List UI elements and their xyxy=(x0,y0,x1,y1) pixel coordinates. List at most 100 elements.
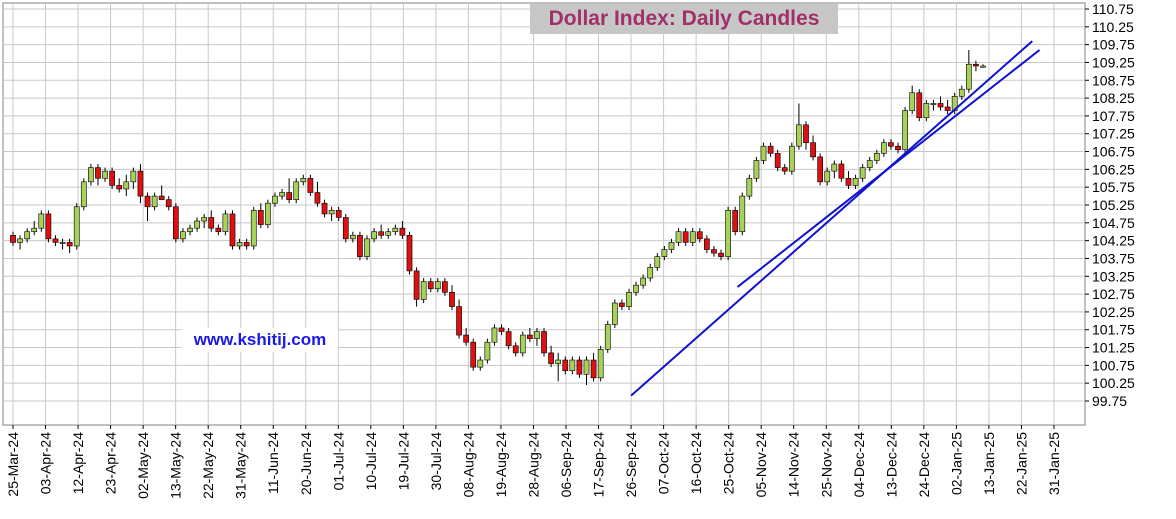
candle-up xyxy=(604,324,611,350)
candle-down xyxy=(682,231,689,243)
y-tick-label: 101.75 xyxy=(1092,322,1135,338)
candle-up xyxy=(350,234,356,240)
candle-up xyxy=(491,327,498,343)
candle-up xyxy=(236,242,243,247)
candle-down xyxy=(413,270,420,300)
candle-down xyxy=(66,242,73,247)
candle-up xyxy=(328,210,335,215)
y-tick-label: 105.25 xyxy=(1092,197,1135,213)
candle-up xyxy=(569,359,576,372)
candle-up xyxy=(909,92,916,111)
grid-lines xyxy=(3,3,1085,425)
candle-down xyxy=(498,327,505,332)
x-tick-label: 13-May-24 xyxy=(168,432,184,499)
y-tick-label: 100.75 xyxy=(1092,357,1135,373)
candle-up xyxy=(130,170,137,183)
candle-down xyxy=(399,227,406,236)
x-tick-label: 02-Jan-25 xyxy=(948,432,964,495)
candle-up xyxy=(102,170,108,179)
candle-up xyxy=(647,267,654,279)
candle-down xyxy=(562,359,569,372)
candle-up xyxy=(958,88,965,97)
candle-up xyxy=(640,277,646,286)
trendline xyxy=(736,49,1041,288)
candle-up xyxy=(866,160,873,168)
candle-up xyxy=(760,145,767,161)
candle-up xyxy=(293,181,300,200)
watermark-link[interactable]: www.kshitij.com xyxy=(193,330,327,349)
candle-down xyxy=(619,302,625,307)
candle-down xyxy=(442,281,448,293)
y-tick-label: 102.75 xyxy=(1092,286,1135,302)
x-tick-label: 08-Aug-24 xyxy=(460,432,476,498)
candle-down xyxy=(704,238,710,250)
x-tick-label: 28-Aug-24 xyxy=(525,432,541,498)
candle-down xyxy=(449,292,455,307)
candle-up xyxy=(434,281,441,290)
candle-up xyxy=(923,103,930,118)
candle-up xyxy=(626,292,632,307)
y-tick-label: 104.75 xyxy=(1092,215,1135,231)
candle-down xyxy=(158,195,165,200)
candle-down xyxy=(378,231,385,236)
candle-up xyxy=(201,217,208,222)
candle-up xyxy=(739,195,746,233)
x-tick-label: 23-Apr-24 xyxy=(103,432,119,494)
x-tick-label: 30-Jul-24 xyxy=(428,432,444,491)
candle-up xyxy=(300,177,307,183)
candle-up xyxy=(668,242,675,250)
candle-down xyxy=(257,210,264,225)
candle-down xyxy=(406,234,413,272)
candle-down xyxy=(357,234,363,257)
candle-up xyxy=(222,213,229,233)
candle-up xyxy=(902,110,908,151)
x-tick-label: 22-May-24 xyxy=(200,432,216,499)
candle-down xyxy=(718,252,724,257)
candle-down xyxy=(335,210,342,218)
x-tick-label: 31-Jan-25 xyxy=(1046,432,1062,495)
candle-up xyxy=(38,213,45,229)
x-tick-label: 01-Jul-24 xyxy=(330,432,346,491)
candles xyxy=(10,49,986,385)
candle-down xyxy=(456,306,462,336)
candle-up xyxy=(180,231,186,240)
candle-down xyxy=(307,177,314,193)
x-tick-label: 19-Jul-24 xyxy=(395,432,411,491)
y-tick-label: 103.25 xyxy=(1092,268,1135,284)
candle-up xyxy=(597,349,604,379)
x-tick-label: 31-May-24 xyxy=(233,432,249,499)
y-tick-label: 110.75 xyxy=(1092,1,1134,17)
candle-down xyxy=(548,352,554,364)
candle-up xyxy=(859,167,866,179)
candle-down xyxy=(427,281,434,290)
trendline xyxy=(630,40,1033,397)
candle-up xyxy=(796,124,802,147)
chart-title: Dollar Index: Daily Candles xyxy=(548,7,820,30)
chart-title-box: Dollar Index: Daily Candles xyxy=(530,4,838,34)
candle-up xyxy=(661,249,668,257)
candle-down xyxy=(243,242,250,247)
x-axis-ticks: 25-Mar-24 03-Apr-24 12-Apr-24 23-Apr-24 02-M… xyxy=(5,425,1062,499)
candle-down xyxy=(95,167,101,179)
candle-down xyxy=(208,217,215,229)
candle-down xyxy=(916,92,923,118)
x-tick-label: 13-Dec-24 xyxy=(883,432,899,498)
candle-up xyxy=(194,220,200,229)
candle-down xyxy=(767,145,774,154)
y-tick-label: 106.75 xyxy=(1092,144,1135,160)
x-tick-label: 17-Sep-24 xyxy=(591,432,607,498)
x-tick-label: 11-Jun-24 xyxy=(265,432,281,494)
candle-down xyxy=(817,156,824,183)
candle-up xyxy=(746,177,753,197)
candle-up xyxy=(611,302,618,325)
x-tick-label: 07-Oct-24 xyxy=(656,432,672,494)
y-tick-label: 103.75 xyxy=(1092,250,1135,266)
candle-up xyxy=(633,284,639,293)
candle-up xyxy=(930,103,937,105)
candle-up xyxy=(250,210,257,247)
y-tick-label: 100.25 xyxy=(1092,375,1135,391)
candle-up xyxy=(88,167,94,183)
candle-down xyxy=(470,341,477,368)
